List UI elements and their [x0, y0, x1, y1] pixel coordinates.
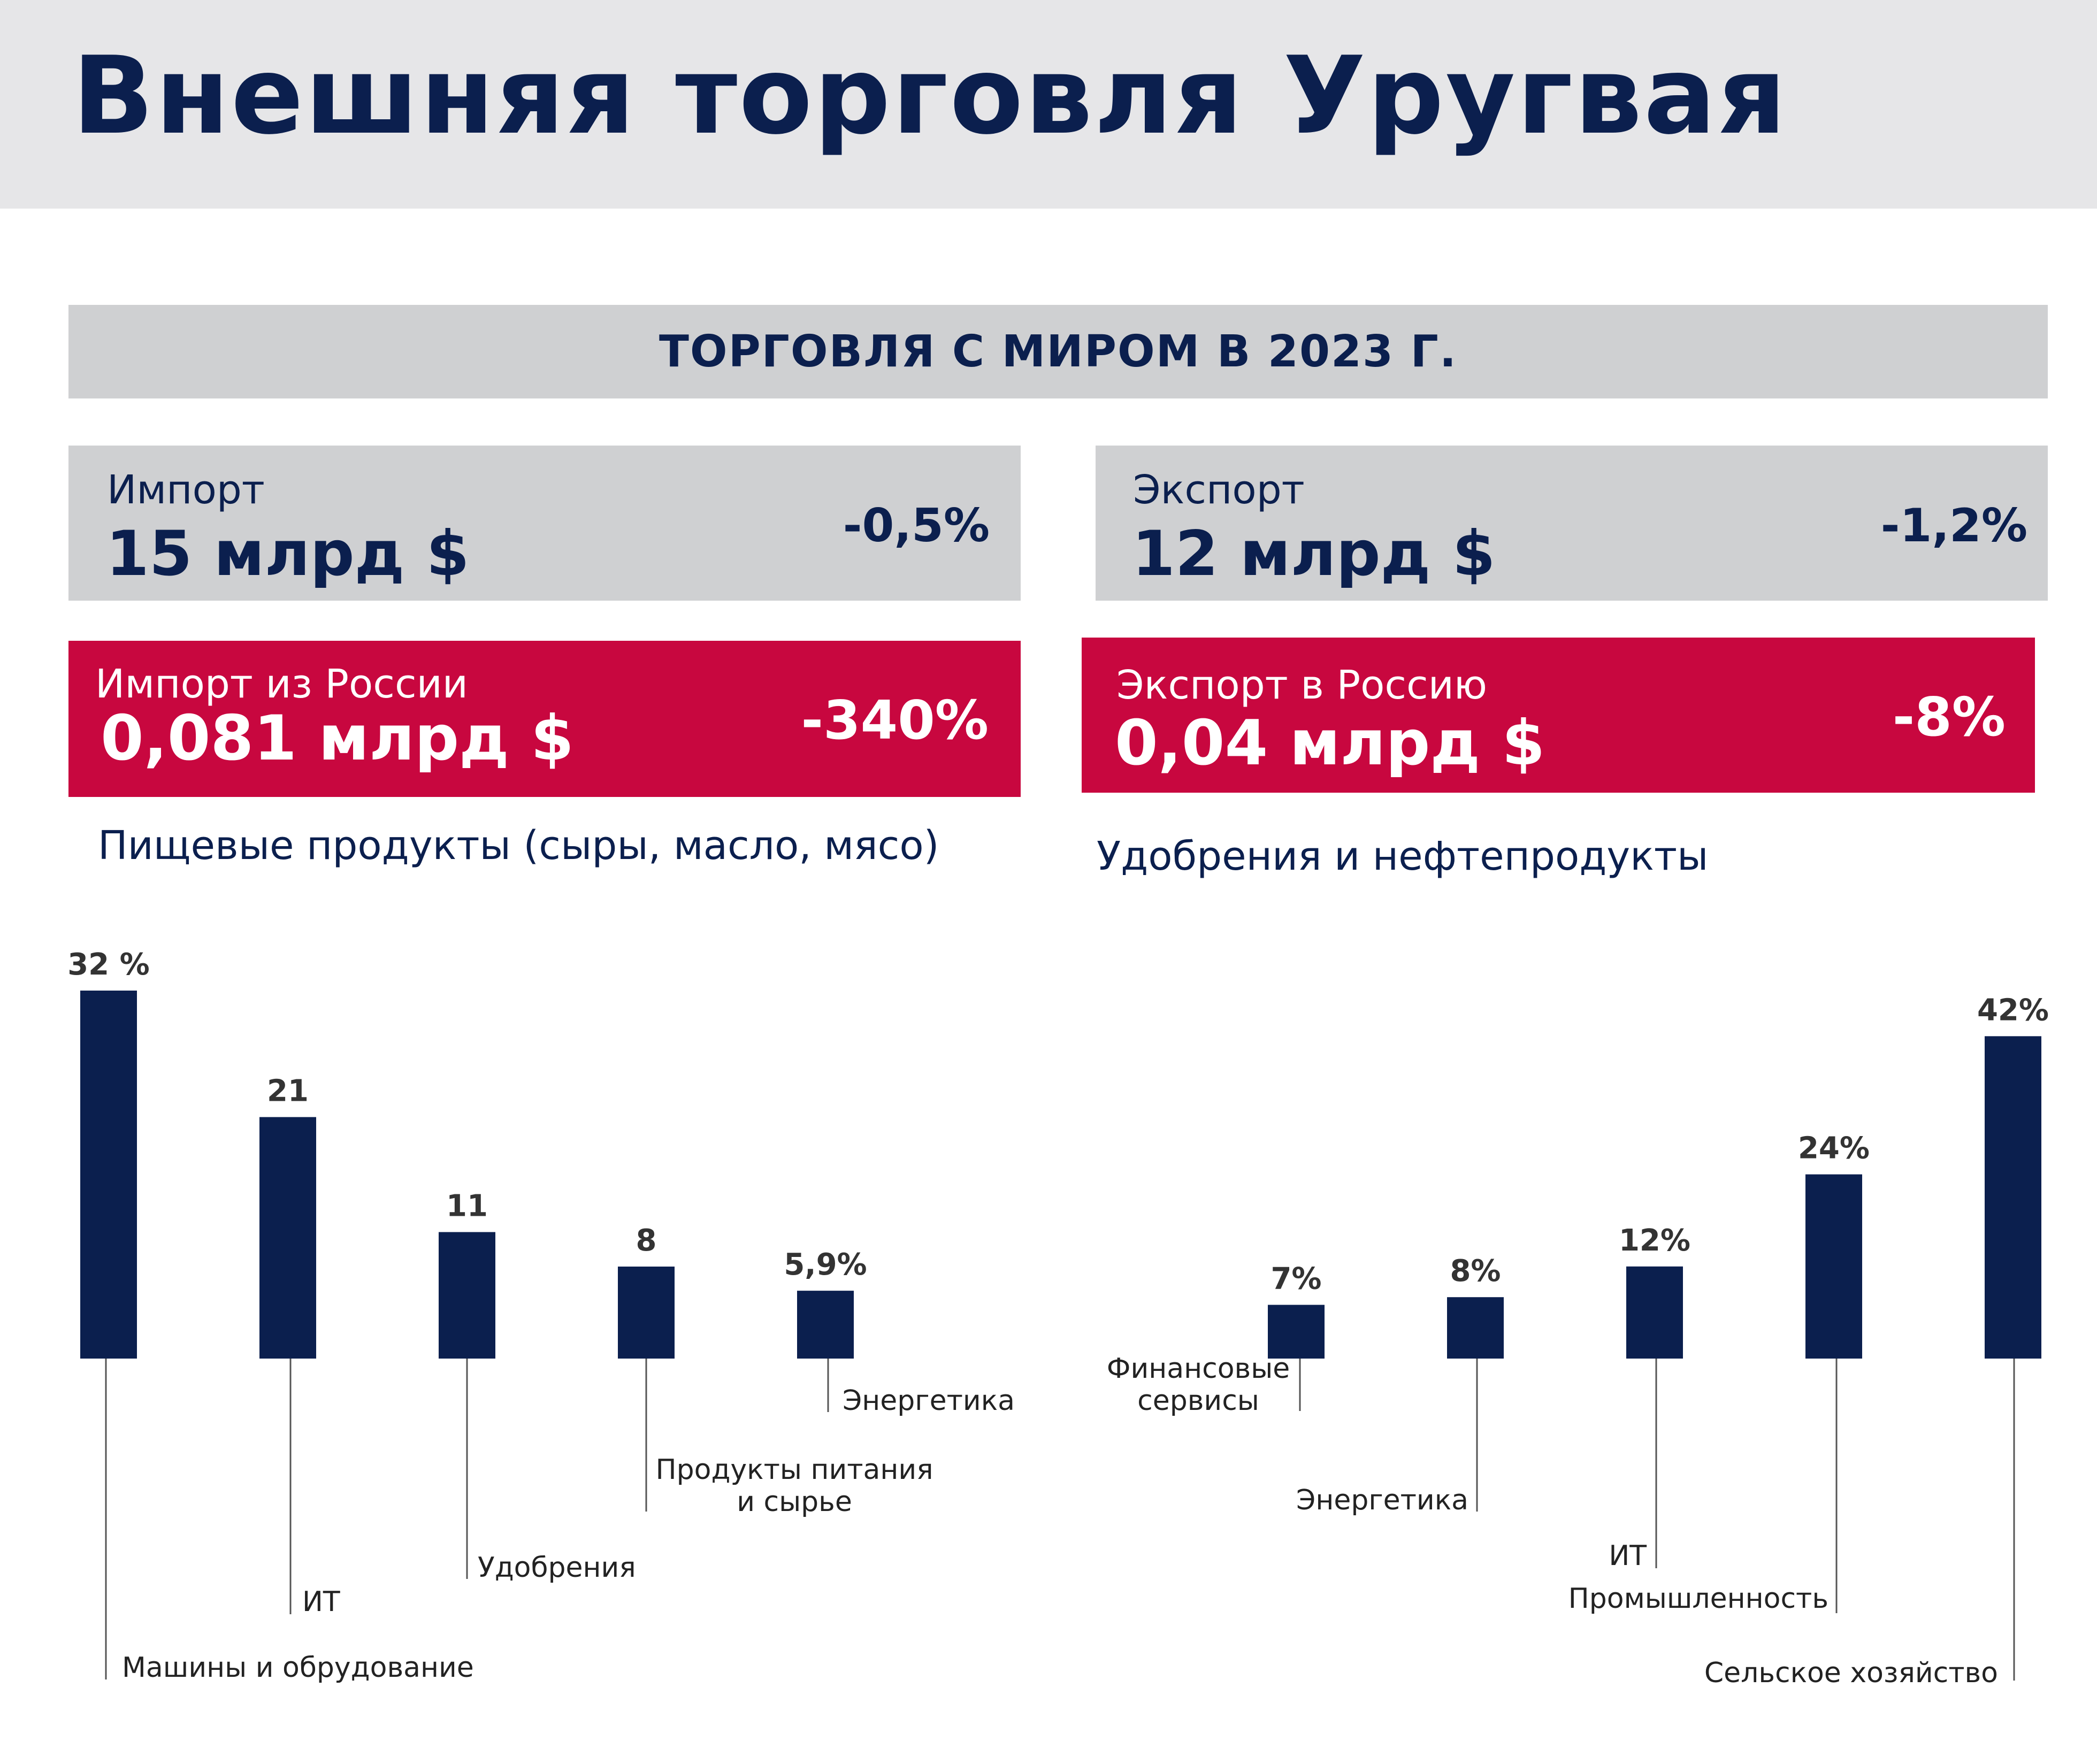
- export-world-value: 12 млрд $: [1132, 518, 1496, 590]
- export-world-card: Экспорт 12 млрд $ -1,2%: [1096, 446, 2048, 601]
- import-world-value: 15 млрд $: [106, 518, 470, 590]
- data-label: 11: [446, 1189, 488, 1224]
- category-label: Удобрения: [478, 1552, 636, 1584]
- section-title: ТОРГОВЛЯ С МИРОМ В 2023 Г.: [659, 326, 1458, 377]
- bar: [618, 1267, 675, 1359]
- bar: [1805, 1174, 1862, 1359]
- export-russia-change: -8%: [1892, 686, 2006, 748]
- bar: [1268, 1305, 1325, 1359]
- category-label: Финансовые сервисы: [1107, 1353, 1290, 1417]
- page-title: Внешняя торговля Уругвая: [72, 34, 1788, 158]
- import-russia-value: 0,081 млрд $: [101, 702, 574, 774]
- import-world-change: -0,5%: [843, 499, 990, 553]
- export-world-label: Экспорт: [1133, 467, 1305, 513]
- import-russia-change: -340%: [801, 689, 989, 751]
- export-russia-value: 0,04 млрд $: [1115, 707, 1545, 779]
- import-world-card: Импорт 15 млрд $ -0,5%: [68, 446, 1021, 601]
- bar: [259, 1117, 316, 1359]
- category-label: ИТ: [1609, 1540, 1647, 1572]
- bar: [80, 991, 137, 1359]
- export-world-change: -1,2%: [1880, 499, 2027, 553]
- import-russia-card: Импорт из России 0,081 млрд $ -340%: [68, 641, 1021, 797]
- bar: [1626, 1266, 1683, 1359]
- export-russia-note: Удобрения и нефтепродукты: [1097, 833, 1709, 879]
- export-russia-label: Экспорт в Россию: [1116, 662, 1488, 708]
- data-label: 32 %: [67, 947, 150, 982]
- bar: [1985, 1036, 2041, 1359]
- category-label: Энергетика: [1296, 1484, 1468, 1516]
- category-label: Промышленность: [1568, 1583, 1828, 1615]
- category-label: Энергетика: [843, 1385, 1015, 1417]
- category-label: ИТ: [302, 1586, 340, 1618]
- bar: [1447, 1297, 1504, 1359]
- export-russia-card: Экспорт в Россию 0,04 млрд $ -8%: [1082, 638, 2035, 793]
- category-label: Продукты питания и сырье: [656, 1454, 933, 1518]
- data-label: 8: [636, 1223, 657, 1258]
- data-label: 7%: [1271, 1262, 1321, 1297]
- data-label: 42%: [1977, 993, 2049, 1027]
- category-label: Сельское хозяйство: [1704, 1657, 1998, 1689]
- bar: [797, 1291, 854, 1359]
- data-label: 21: [267, 1074, 309, 1109]
- section-band: ТОРГОВЛЯ С МИРОМ В 2023 Г.: [68, 305, 2048, 398]
- data-label: 12%: [1619, 1223, 1690, 1258]
- import-russia-label: Импорт из России: [95, 661, 468, 707]
- import-world-label: Импорт: [107, 467, 265, 513]
- data-label: 5,9%: [784, 1247, 867, 1282]
- data-label: 24%: [1798, 1131, 1870, 1166]
- bar: [439, 1232, 495, 1359]
- category-label: Машины и обрудование: [122, 1652, 474, 1684]
- import-russia-note: Пищевые продукты (сыры, масло, мясо): [98, 823, 939, 869]
- title-band: [0, 0, 2097, 209]
- data-label: 8%: [1450, 1254, 1501, 1289]
